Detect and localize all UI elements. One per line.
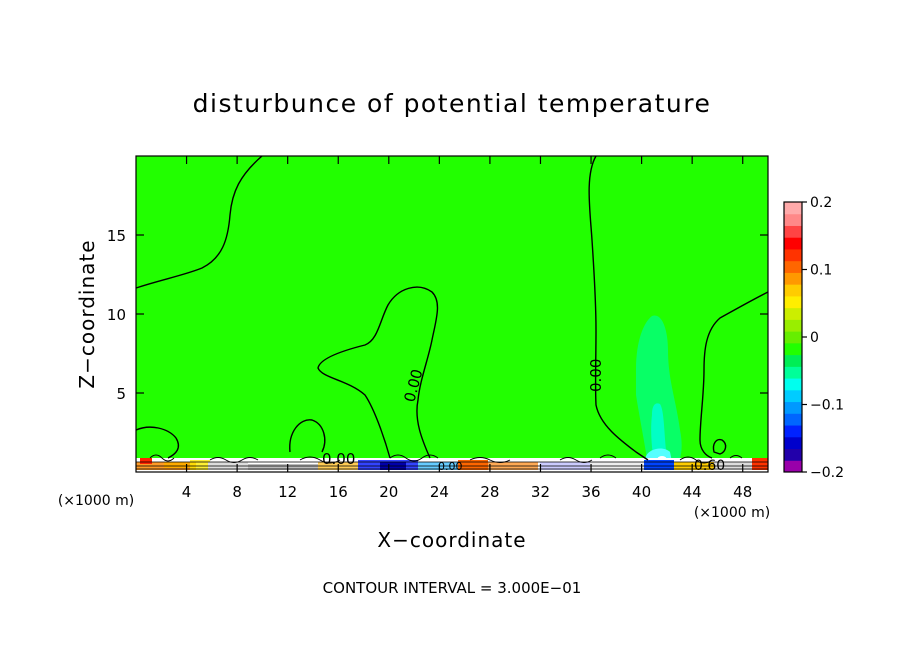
colorbar-swatch	[784, 319, 802, 332]
colorbar-swatch	[784, 448, 802, 461]
colorbar-tick-label: 0.1	[810, 263, 832, 279]
contour-interval-note: CONTOUR INTERVAL = 3.000E−01	[323, 579, 582, 597]
contour-tiny-loop	[712, 438, 727, 455]
colorbar-swatch	[784, 413, 802, 426]
colorbar-tick-label: 0.2	[810, 195, 832, 211]
contour-right-tower	[588, 155, 649, 461]
colorbar-swatch	[784, 342, 802, 356]
cool-plume	[636, 315, 682, 466]
colorbar-tick-label: −0.2	[810, 465, 844, 481]
colorbar-ticks: 0.2 0.1 0 −0.1 −0.2	[802, 195, 844, 481]
colorbar-swatch	[784, 460, 802, 473]
contour-lines	[135, 155, 769, 461]
y-axis-label: Z−coordinate	[75, 239, 99, 388]
y-tick-label: 5	[116, 385, 126, 403]
x-tick-label: 24	[430, 483, 449, 501]
colorbar-swatch	[784, 295, 802, 309]
contour-labels: 0.00 0.00 0.00 0.00 0.60	[322, 359, 725, 474]
colorbar-swatch	[784, 213, 802, 226]
colorbar-swatch	[784, 307, 802, 320]
contour-center-blob	[317, 286, 439, 459]
plot-area: 0.00 0.00 0.00 0.00 0.60	[135, 155, 769, 474]
x-tick-label: 44	[683, 483, 702, 501]
x-axis-label: X−coordinate	[377, 528, 526, 552]
x-tick-label: 48	[733, 483, 752, 501]
contour-label: 0.00	[438, 460, 463, 473]
colorbar-swatch	[784, 237, 802, 250]
colorbar-swatch	[784, 401, 802, 414]
colorbar-swatch	[784, 225, 802, 238]
colorbar-swatch	[784, 389, 802, 403]
surface-layer	[136, 454, 768, 472]
colorbar	[783, 201, 803, 473]
y-unit-label: (×1000 m)	[58, 493, 134, 509]
x-tick-label: 32	[531, 483, 550, 501]
contour-small-bump	[289, 419, 326, 453]
x-tick-label: 40	[632, 483, 651, 501]
contour-left-bump	[135, 426, 180, 459]
colorbar-swatch	[784, 425, 802, 438]
colorbar-swatch	[784, 272, 802, 285]
x-tick-label: 28	[480, 483, 499, 501]
colorbar-swatch	[784, 354, 802, 367]
colorbar-tick-label: −0.1	[810, 398, 844, 414]
colorbar-swatch	[784, 248, 802, 262]
colorbar-swatch	[784, 331, 802, 344]
colorbar-swatch	[784, 202, 802, 215]
contour-right-edge	[699, 291, 769, 459]
y-tick-label: 15	[107, 227, 126, 245]
contour-label: 0.00	[322, 450, 355, 468]
contour-label: 0.00	[587, 359, 605, 392]
x-tick-label: 36	[581, 483, 600, 501]
colorbar-swatch	[784, 366, 802, 379]
x-tick-label: 16	[329, 483, 348, 501]
colorbar-swatch	[784, 378, 802, 391]
colorbar-swatch	[784, 284, 802, 297]
colorbar-tick-label: 0	[810, 330, 819, 346]
y-tick-label: 10	[107, 306, 126, 324]
x-tick-label: 12	[278, 483, 297, 501]
contour-label: 0.60	[694, 458, 725, 474]
colorbar-swatch	[784, 260, 802, 273]
y-axis-ticks: 5 10 15	[107, 227, 768, 403]
cool-plume-core	[651, 403, 666, 462]
x-unit-label: (×1000 m)	[694, 505, 770, 521]
chart-title: disturbunce of potential temperature	[193, 89, 712, 118]
x-axis-ticks: 4 8 12 16 20 24 28 32 36 40 44 48	[182, 156, 752, 501]
x-tick-label: 8	[232, 483, 242, 501]
colorbar-swatch	[784, 436, 802, 450]
x-tick-label: 20	[379, 483, 398, 501]
contour-upper-left	[135, 155, 263, 289]
x-tick-label: 4	[182, 483, 192, 501]
